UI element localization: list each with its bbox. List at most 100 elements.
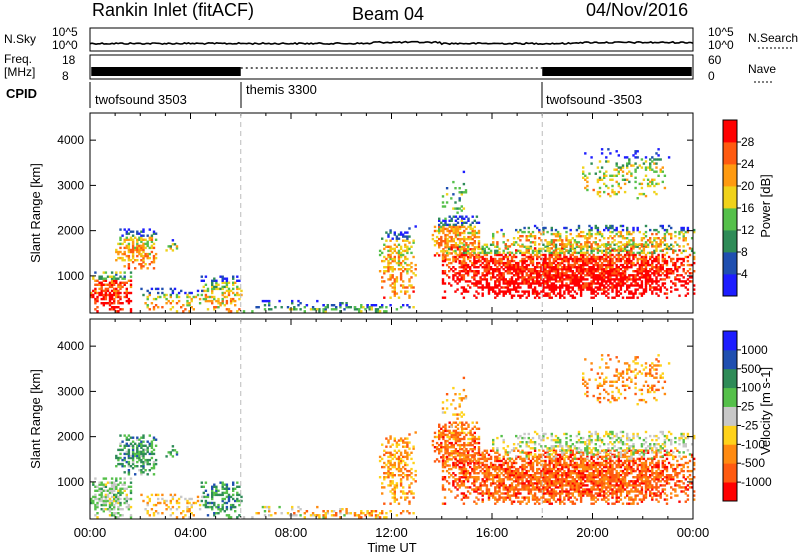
power-cell [655, 288, 658, 291]
power-cell [221, 279, 224, 282]
velocity-cell [399, 478, 403, 481]
velocity-cell [117, 456, 120, 460]
power-cell [368, 306, 371, 309]
power-cell [615, 226, 618, 230]
power-cell [672, 263, 675, 267]
velocity-cell [385, 437, 388, 440]
velocity-cell [462, 449, 466, 452]
velocity-cell [393, 494, 396, 497]
power-cell [489, 272, 493, 275]
power-cell [609, 226, 612, 230]
power-cell [456, 272, 459, 275]
velocity-cell [458, 484, 461, 487]
power-cell [188, 310, 191, 313]
velocity-cell [393, 439, 396, 442]
velocity-cell [402, 490, 405, 493]
velocity-cell [395, 443, 399, 446]
power-cell [127, 250, 131, 254]
velocity-cell [498, 453, 501, 457]
velocity-cell [402, 441, 405, 444]
velocity-cell [443, 488, 447, 491]
power-cell [638, 164, 641, 167]
power-cell [579, 274, 583, 277]
power-cell [544, 259, 547, 263]
velocity-cell [326, 512, 329, 515]
power-cell [471, 229, 474, 233]
power-cell [152, 308, 156, 311]
velocity-cell [393, 488, 396, 491]
velocity-cell [113, 497, 116, 501]
velocity-cell [399, 480, 403, 483]
power-cell [586, 245, 589, 248]
power-cell [483, 274, 486, 277]
velocity-cell [506, 465, 510, 469]
power-cell [594, 261, 597, 265]
power-cell [588, 268, 591, 271]
power-cell [450, 246, 453, 249]
power-cell [575, 257, 579, 261]
power-cell [554, 266, 558, 269]
power-cell [466, 280, 470, 283]
velocity-cell [144, 508, 147, 511]
power-cell [623, 272, 627, 275]
power-cell [454, 207, 457, 210]
power-cell [678, 245, 681, 248]
power-cell [550, 296, 553, 299]
power-cell [450, 217, 453, 220]
power-cell [454, 225, 458, 229]
power-cell [232, 291, 235, 295]
power-cell [169, 287, 172, 291]
velocity-cell [136, 465, 139, 468]
velocity-cell [463, 427, 466, 430]
power-cell [483, 268, 486, 271]
velocity-cell [389, 435, 392, 438]
power-cell [460, 253, 463, 257]
velocity-cell [487, 467, 491, 471]
power-cell [98, 277, 101, 280]
power-cell [536, 251, 539, 255]
power-cell [548, 286, 551, 289]
velocity-cell [496, 480, 499, 483]
power-cell [596, 243, 600, 246]
power-cell [108, 299, 112, 303]
velocity-cell [303, 516, 306, 519]
velocity-cell [443, 502, 447, 505]
velocity-cell [142, 440, 145, 443]
power-cell [550, 284, 553, 287]
velocity-cell [221, 499, 224, 503]
velocity-cell [391, 474, 394, 477]
power-cell [598, 194, 602, 198]
power-cell [548, 247, 551, 250]
velocity-cell [508, 472, 512, 475]
velocity-cell [100, 499, 103, 503]
power-cell [670, 243, 673, 246]
power-cell [152, 256, 156, 260]
power-cell [204, 289, 208, 293]
power-cell [682, 226, 685, 230]
power-cell [464, 288, 468, 291]
power-cell [119, 228, 122, 231]
power-cell [556, 257, 560, 261]
power-cell [510, 257, 514, 261]
power-cell [665, 247, 669, 251]
velocity-cell [108, 514, 112, 517]
velocity-cell [462, 472, 466, 475]
power-cell [644, 168, 648, 171]
power-cell [596, 180, 600, 184]
power-cell [441, 263, 445, 267]
velocity-cell [94, 505, 97, 509]
power-cell [102, 289, 105, 293]
power-cell [649, 288, 652, 291]
power-cell [603, 257, 606, 261]
velocity-cell [508, 469, 512, 473]
velocity-cell [391, 472, 394, 475]
velocity-cell [466, 469, 470, 473]
power-cell [94, 283, 97, 286]
velocity-cell [473, 469, 476, 473]
power-cell [670, 259, 673, 263]
velocity-cell [117, 499, 120, 503]
power-cell [546, 257, 549, 261]
velocity-cell [444, 433, 447, 437]
power-cell [634, 170, 637, 173]
power-cell [127, 299, 131, 303]
